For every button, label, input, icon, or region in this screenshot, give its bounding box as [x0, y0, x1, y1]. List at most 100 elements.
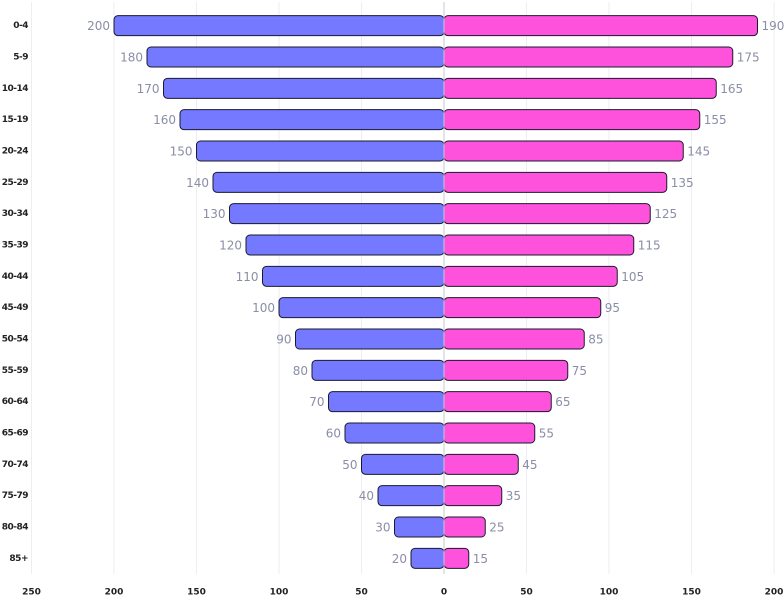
bar — [361, 453, 445, 475]
value-label: 15 — [473, 552, 488, 566]
bar — [443, 15, 758, 37]
value-label: 165 — [720, 82, 743, 96]
value-label: 75 — [572, 364, 587, 378]
bar — [443, 453, 519, 475]
bar — [377, 485, 445, 507]
value-label: 140 — [186, 176, 209, 190]
y-tick-label: 70-74 — [2, 460, 29, 470]
value-label: 135 — [671, 176, 694, 190]
bar — [443, 234, 635, 256]
bar — [443, 547, 470, 569]
value-label: 40 — [359, 489, 374, 503]
bar — [278, 297, 445, 319]
value-label: 80 — [293, 364, 308, 378]
value-label: 110 — [236, 270, 259, 284]
x-tick-label: 200 — [105, 588, 124, 598]
value-label: 90 — [276, 333, 291, 347]
bar — [443, 203, 651, 225]
value-label: 180 — [120, 51, 143, 65]
y-tick-label: 0-4 — [13, 21, 28, 31]
bar — [443, 328, 585, 350]
bar — [443, 359, 569, 381]
bar — [163, 77, 445, 99]
bar — [443, 297, 602, 319]
bar — [443, 109, 701, 131]
value-label: 125 — [654, 207, 677, 221]
value-label: 115 — [638, 239, 661, 253]
value-label: 200 — [87, 19, 110, 33]
value-label: 130 — [203, 207, 226, 221]
x-tick-label: 250 — [22, 588, 41, 598]
y-tick-label: 65-69 — [2, 429, 29, 439]
x-tick-label: 100 — [600, 588, 619, 598]
bar — [394, 516, 445, 538]
x-tick-label: 100 — [270, 588, 289, 598]
y-tick-label: 10-14 — [2, 84, 29, 94]
value-label: 120 — [219, 239, 242, 253]
bar — [443, 391, 552, 413]
y-tick-label: 40-44 — [2, 272, 29, 282]
bar — [443, 77, 717, 99]
bar — [443, 171, 668, 193]
bar — [443, 422, 536, 444]
value-label: 145 — [687, 145, 710, 159]
value-label: 55 — [539, 427, 554, 441]
value-label: 20 — [392, 552, 407, 566]
y-tick-label: 75-79 — [2, 491, 29, 501]
value-label: 160 — [153, 113, 176, 127]
y-tick-label: 5-9 — [13, 53, 28, 63]
y-tick-label: 15-19 — [2, 115, 29, 125]
x-tick-label: 0 — [441, 588, 447, 598]
bar — [311, 359, 445, 381]
x-tick-label: 150 — [682, 588, 701, 598]
value-label: 190 — [762, 19, 784, 33]
bar — [443, 46, 734, 68]
bar — [212, 171, 445, 193]
bar — [179, 109, 445, 131]
y-tick-label: 30-34 — [2, 209, 29, 219]
bar — [295, 328, 445, 350]
value-label: 95 — [605, 301, 620, 315]
value-label: 105 — [621, 270, 644, 284]
y-tick-label: 20-24 — [2, 147, 29, 157]
bar — [443, 265, 618, 287]
bar — [443, 516, 486, 538]
bar — [113, 15, 445, 37]
bar — [328, 391, 445, 413]
value-label: 175 — [737, 51, 760, 65]
value-label: 100 — [252, 301, 275, 315]
x-tick-label: 200 — [765, 588, 784, 598]
y-tick-label: 35-39 — [2, 241, 29, 251]
value-label: 65 — [555, 395, 570, 409]
bar — [146, 46, 445, 68]
bar — [410, 547, 445, 569]
x-tick-label: 150 — [187, 588, 206, 598]
value-label: 25 — [489, 521, 504, 535]
value-label: 50 — [342, 458, 357, 472]
x-tick-label: 50 — [520, 588, 533, 598]
bar — [262, 265, 445, 287]
bar — [443, 140, 684, 162]
value-label: 45 — [522, 458, 537, 472]
y-tick-label: 45-49 — [2, 303, 29, 313]
bar — [196, 140, 445, 162]
y-tick-label: 50-54 — [2, 335, 29, 345]
value-label: 35 — [506, 489, 521, 503]
bar — [245, 234, 445, 256]
value-label: 70 — [309, 395, 324, 409]
y-tick-label: 85+ — [9, 554, 28, 564]
y-tick-label: 60-64 — [2, 397, 29, 407]
value-label: 155 — [704, 113, 727, 127]
value-label: 85 — [588, 333, 603, 347]
value-label: 170 — [137, 82, 160, 96]
value-label: 150 — [170, 145, 193, 159]
y-tick-label: 80-84 — [2, 523, 29, 533]
value-label: 60 — [326, 427, 341, 441]
value-label: 30 — [375, 521, 390, 535]
bar — [443, 485, 503, 507]
y-tick-label: 25-29 — [2, 178, 29, 188]
bar — [344, 422, 445, 444]
x-tick-label: 50 — [355, 588, 368, 598]
bar — [229, 203, 445, 225]
